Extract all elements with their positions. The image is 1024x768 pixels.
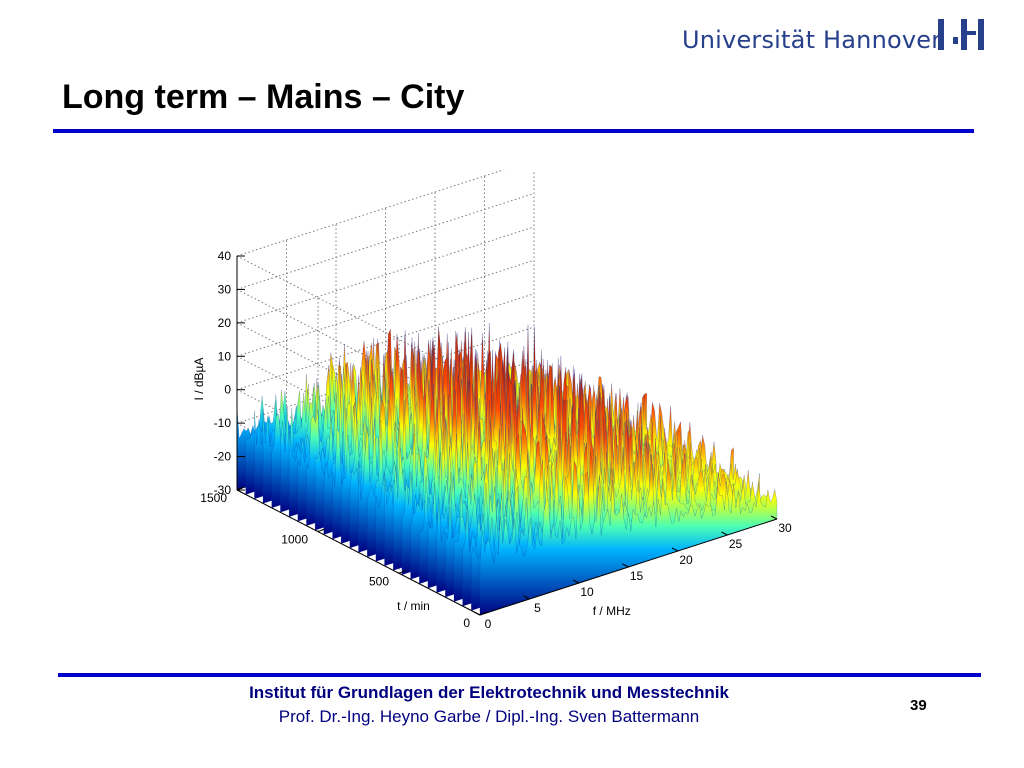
- f-tick-label: 25: [729, 537, 743, 551]
- f-tick: [473, 611, 481, 616]
- t-axis-line: [236, 489, 481, 616]
- t-tick-label: 1500: [200, 491, 227, 505]
- grid-line: [236, 192, 535, 290]
- z-tick-label: 20: [218, 316, 232, 330]
- t-tick-label: 0: [463, 616, 470, 630]
- z-tick-label: 10: [218, 349, 232, 363]
- t-axis-label: t / min: [397, 599, 430, 613]
- surface-plot: -30 -20 -10 0 10 20 30 40 0 500 1000 1500 0 5 10 15 20 25…: [180, 170, 840, 650]
- f-tick-label: 20: [679, 553, 693, 567]
- t-tick-label: 500: [369, 574, 389, 588]
- title-divider: [53, 129, 974, 133]
- z-axis-label: I / dBµA: [192, 358, 206, 401]
- grid-line: [236, 259, 535, 357]
- footer-divider: [58, 673, 981, 677]
- f-tick-label: 30: [778, 521, 792, 535]
- t-tick: [236, 486, 245, 491]
- footer-authors: Prof. Dr.-Ing. Heyno Garbe / Dipl.-Ing. …: [278, 707, 700, 726]
- f-tick: [523, 595, 530, 600]
- f-tick: [721, 531, 728, 536]
- z-tick-label: -30: [214, 483, 232, 497]
- page-number: 39: [910, 697, 927, 714]
- luh-logo-icon: [938, 19, 984, 50]
- grid-line: [236, 293, 535, 391]
- f-tick: [572, 579, 580, 584]
- z-tick-label: -10: [214, 416, 232, 430]
- z-tick-label: 0: [224, 383, 231, 397]
- t-tick: [317, 528, 326, 533]
- z-tick-label: 30: [218, 282, 232, 296]
- footer-institute: Institut für Grundlagen der Elektrotechn…: [249, 683, 729, 702]
- t-tick: [479, 611, 488, 616]
- grid-line: [236, 170, 505, 257]
- f-tick-label: 15: [630, 569, 644, 583]
- f-tick: [671, 547, 679, 552]
- grid-line: [236, 226, 535, 324]
- f-tick: [770, 515, 778, 520]
- slide-title: Long term – Mains – City: [62, 78, 465, 116]
- t-tick: [398, 569, 407, 574]
- surface-ridge: [479, 471, 778, 616]
- f-tick: [622, 563, 629, 568]
- z-tick-label: -20: [214, 450, 232, 464]
- university-name: Universität Hannover: [682, 26, 942, 54]
- f-axis-label: f / MHz: [593, 604, 631, 618]
- grid-line: [236, 255, 481, 382]
- z-tick-label: 40: [218, 249, 232, 263]
- f-tick-label: 10: [580, 585, 594, 599]
- t-tick-label: 1000: [281, 533, 308, 547]
- f-tick-label: 5: [534, 601, 541, 615]
- grid-line: [236, 288, 481, 415]
- f-tick-label: 0: [485, 617, 492, 631]
